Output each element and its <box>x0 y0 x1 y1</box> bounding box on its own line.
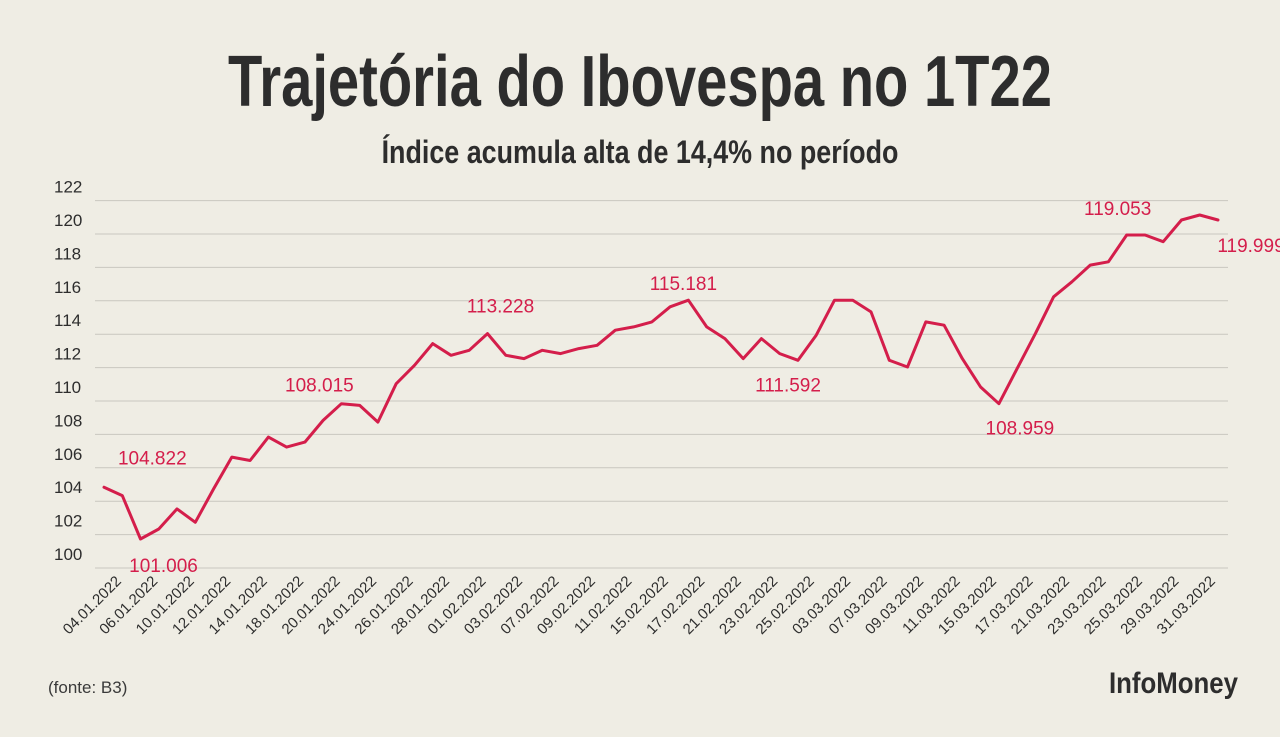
data-point <box>906 365 910 369</box>
data-point <box>668 305 672 309</box>
brand-logo: InfoMoney <box>1109 667 1238 700</box>
x-axis-ticks: 04.01.202206.01.202210.01.202212.01.2022… <box>60 573 1219 638</box>
data-label: 108.959 <box>986 419 1055 440</box>
chart-title: Trajetória do Ibovespa no 1T22 <box>228 42 1052 122</box>
y-tick-label: 114 <box>54 311 81 330</box>
data-labels: 104.822 101.006 108.015 113.228 115.181 111.5… <box>118 199 1280 577</box>
data-point <box>723 337 727 341</box>
data-point <box>1015 367 1019 371</box>
series-line <box>102 213 1220 541</box>
data-point <box>1106 260 1110 264</box>
data-point <box>705 325 709 329</box>
data-points <box>102 213 1220 541</box>
grid-lines <box>95 200 1228 569</box>
source-note: (fonte: B3) <box>48 678 128 697</box>
y-tick-label: 110 <box>54 378 81 397</box>
data-point <box>942 323 946 327</box>
data-point <box>1161 240 1165 244</box>
data-point <box>960 357 964 361</box>
data-point <box>997 402 1001 406</box>
data-point <box>212 487 216 491</box>
data-point <box>358 403 362 407</box>
data-label: 119.999 <box>1217 236 1280 257</box>
data-point <box>431 342 435 346</box>
data-point <box>303 440 307 444</box>
chart-subtitle: Índice acumula alta de 14,4% no período <box>381 134 899 170</box>
data-point <box>796 358 800 362</box>
data-point <box>413 363 417 367</box>
data-point <box>869 310 873 314</box>
y-tick-label: 106 <box>54 445 82 464</box>
y-tick-label: 108 <box>54 411 82 430</box>
data-point <box>248 459 252 463</box>
data-point <box>175 507 179 511</box>
data-point <box>577 347 581 351</box>
y-axis-ticks: 100 102 104 106 108 110 112 114 116 118 120 122 <box>54 178 82 564</box>
data-point <box>504 353 508 357</box>
y-tick-label: 120 <box>54 211 82 230</box>
data-point <box>339 402 343 406</box>
data-label: 104.822 <box>118 449 187 470</box>
y-tick-label: 122 <box>54 178 82 197</box>
data-point <box>376 420 380 424</box>
data-point <box>559 352 563 356</box>
data-point <box>851 298 855 302</box>
data-point <box>467 348 471 352</box>
data-point <box>1143 233 1147 237</box>
data-point <box>924 320 928 324</box>
data-point <box>1033 332 1037 336</box>
data-point <box>157 527 161 531</box>
y-tick-label: 112 <box>54 345 81 364</box>
data-point <box>887 358 891 362</box>
data-point <box>632 325 636 329</box>
data-point <box>139 537 143 541</box>
data-point <box>120 494 124 498</box>
data-point <box>778 352 782 356</box>
data-point <box>230 455 234 459</box>
data-point <box>540 348 544 352</box>
data-label: 113.228 <box>467 297 534 318</box>
y-tick-label: 100 <box>54 545 82 564</box>
data-point <box>486 332 490 336</box>
y-tick-label: 118 <box>54 244 81 263</box>
y-tick-label: 102 <box>54 512 82 531</box>
data-point <box>1180 218 1184 222</box>
data-point <box>1070 280 1074 284</box>
data-label: 119.053 <box>1084 199 1151 220</box>
data-label: 111.592 <box>755 375 821 396</box>
data-point <box>321 418 325 422</box>
data-point <box>1198 213 1202 217</box>
y-tick-label: 104 <box>54 478 82 497</box>
data-point <box>522 357 526 361</box>
data-point <box>979 385 983 389</box>
data-point <box>193 520 197 524</box>
data-point <box>285 445 289 449</box>
data-point <box>833 298 837 302</box>
data-point <box>1216 218 1220 222</box>
data-point <box>759 337 763 341</box>
data-point <box>650 320 654 324</box>
data-point <box>686 298 690 302</box>
data-point <box>449 353 453 357</box>
data-label: 115.181 <box>650 274 717 295</box>
data-point <box>266 435 270 439</box>
data-point <box>102 485 106 489</box>
data-point <box>741 357 745 361</box>
y-tick-label: 116 <box>54 278 81 297</box>
data-point <box>1125 233 1129 237</box>
data-point <box>595 343 599 347</box>
data-label: 108.015 <box>285 376 354 397</box>
data-label: 101.006 <box>129 556 198 577</box>
data-point <box>814 333 818 337</box>
data-point <box>1052 295 1056 299</box>
data-point <box>613 328 617 332</box>
data-point <box>394 382 398 386</box>
data-point <box>1088 263 1092 267</box>
